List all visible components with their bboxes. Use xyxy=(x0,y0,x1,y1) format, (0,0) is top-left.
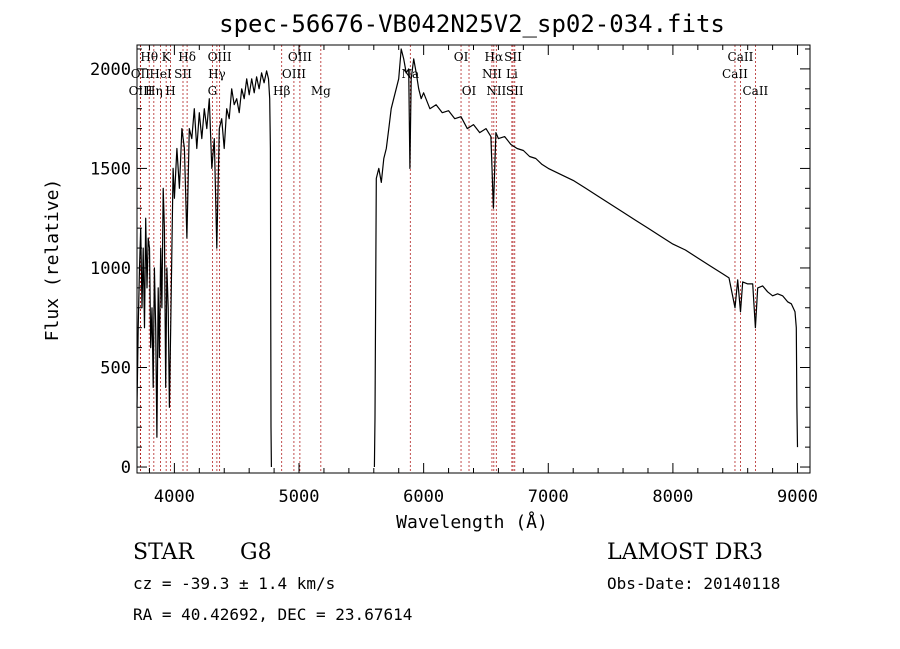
x-tick-label: 8000 xyxy=(652,487,693,507)
x-tick-label: 5000 xyxy=(279,487,320,507)
x-axis-label: Wavelength (Å) xyxy=(396,511,548,533)
spectral-line-label: SII xyxy=(506,84,524,98)
spectral-line-label: Hβ xyxy=(273,84,290,98)
x-tick-label: 9000 xyxy=(777,487,818,507)
chart-title: spec-56676-VB042N25V2_sp02-034.fits xyxy=(219,10,725,38)
y-tick-label: 1000 xyxy=(90,259,131,279)
spectral-line-label: Mg xyxy=(311,84,331,98)
spectral-line-markers xyxy=(139,45,756,473)
y-tick-label: 0 xyxy=(121,458,131,478)
spectrum-series xyxy=(136,48,799,468)
y-axis-label: Flux (relative) xyxy=(42,179,63,342)
y-tick-label: 500 xyxy=(100,358,131,378)
spectral-line-label: CaII xyxy=(728,50,754,64)
spectral-line-label: Hδ xyxy=(178,50,196,64)
spectral-line-label: CaII xyxy=(742,84,768,98)
spectral-line-label: HeI xyxy=(149,67,172,81)
spectral-line-label: Hθ xyxy=(140,50,158,64)
spectral-line-label: H xyxy=(165,84,175,98)
spectral-line-label: K xyxy=(162,50,172,64)
spectral-line-label: G xyxy=(208,84,218,98)
y-axis-ticks: 0 500 1000 1500 2000 xyxy=(90,48,810,478)
spectral-line-label: OII xyxy=(131,67,151,81)
spectral-line-label: OI xyxy=(462,84,477,98)
observation-date: Obs-Date: 20140118 xyxy=(607,574,780,593)
spectral-line-label: OIII xyxy=(208,50,232,64)
spectral-line-label: OIII xyxy=(282,67,306,81)
y-tick-label: 2000 xyxy=(90,60,131,80)
spectral-line-label: Hα xyxy=(485,50,504,64)
spectral-line-label: SII xyxy=(174,67,192,81)
spectral-line-label: NII xyxy=(486,84,506,98)
spectral-line-label: Hγ xyxy=(208,67,226,81)
spectral-line-label: OIII xyxy=(129,84,153,98)
y-tick-label: 1500 xyxy=(90,159,131,179)
redshift-value: cz = -39.3 ± 1.4 km/s xyxy=(133,574,335,593)
spectral-line-label: OIII xyxy=(288,50,312,64)
survey-name: LAMOST DR3 xyxy=(607,540,763,565)
spectral-line-label: Li xyxy=(506,67,518,81)
object-subclass: G8 xyxy=(240,540,272,565)
x-axis-ticks: 4000 5000 6000 7000 8000 9000 xyxy=(148,45,818,507)
plot-frame xyxy=(136,44,811,474)
coordinates: RA = 40.42692, DEC = 23.67614 xyxy=(133,605,412,624)
spectral-line-label: Hη xyxy=(145,84,163,98)
spectral-line-label: OI xyxy=(454,50,469,64)
spectral-line-label: SII xyxy=(504,50,522,64)
x-tick-label: 7000 xyxy=(528,487,569,507)
spectral-line-label: CaII xyxy=(722,67,748,81)
spectral-line-label: Na xyxy=(401,67,419,81)
object-class: STAR xyxy=(133,540,195,565)
spectrum-line xyxy=(136,48,799,468)
spectral-line-label: NII xyxy=(482,67,502,81)
x-tick-label: 4000 xyxy=(154,487,195,507)
x-tick-label: 6000 xyxy=(403,487,444,507)
